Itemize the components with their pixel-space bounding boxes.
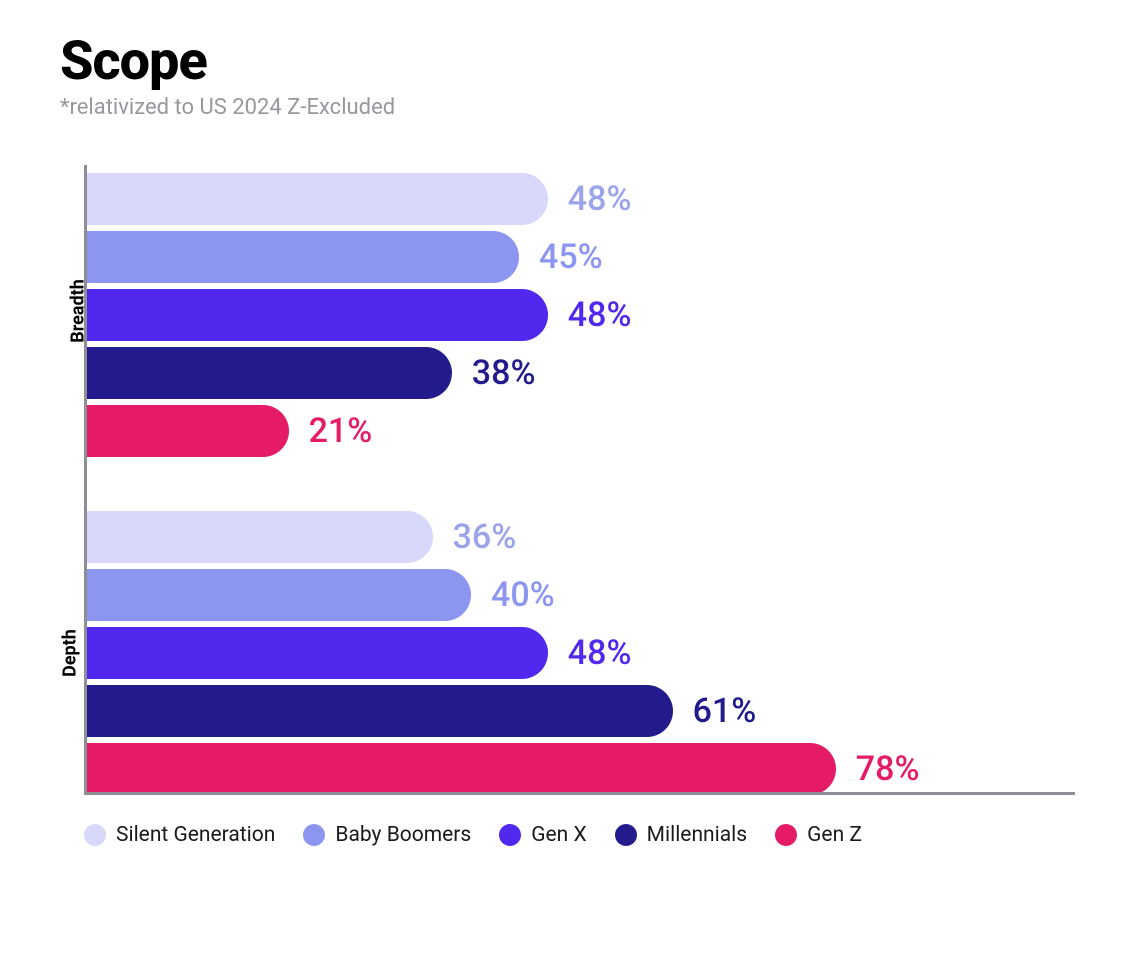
bar	[87, 173, 548, 225]
bar-row: 45%	[87, 231, 1075, 283]
bar-value-label: 48%	[568, 179, 632, 219]
bar-value-label: 48%	[568, 633, 632, 673]
bar-group: Depth36%40%48%61%78%	[84, 511, 1075, 795]
bar	[87, 289, 548, 341]
x-axis-line	[84, 792, 1075, 795]
group-label: Depth	[59, 629, 80, 677]
bar-row: 40%	[87, 569, 1075, 621]
bar-group: Breadth48%45%48%38%21%	[84, 165, 1075, 457]
bar	[87, 685, 673, 737]
bar-value-label: 38%	[472, 353, 536, 393]
legend-item: Baby Boomers	[303, 823, 471, 847]
bar-value-label: 48%	[568, 295, 632, 335]
bar	[87, 231, 519, 283]
legend-label: Gen X	[531, 823, 586, 847]
bar	[87, 405, 289, 457]
legend-swatch	[775, 824, 797, 846]
bar	[87, 743, 836, 795]
legend-swatch	[499, 824, 521, 846]
bar-value-label: 40%	[491, 575, 555, 615]
legend-item: Gen Z	[775, 823, 862, 847]
bar-value-label: 21%	[309, 411, 373, 451]
bar-row: 78%	[87, 743, 1075, 795]
legend-label: Silent Generation	[116, 823, 275, 847]
bar-value-label: 45%	[539, 237, 603, 277]
legend: Silent Generation Baby Boomers Gen X Millen…	[84, 823, 1075, 847]
bar-row: 38%	[87, 347, 1075, 399]
legend-label: Baby Boomers	[335, 823, 471, 847]
bar	[87, 627, 548, 679]
legend-label: Gen Z	[807, 823, 862, 847]
chart-subtitle: *relativized to US 2024 Z-Excluded	[60, 95, 1075, 120]
bar-value-label: 36%	[453, 517, 517, 557]
bar-value-label: 61%	[693, 691, 757, 731]
bar	[87, 511, 433, 563]
legend-label: Millennials	[647, 823, 747, 847]
bar	[87, 347, 452, 399]
bar-value-label: 78%	[856, 749, 920, 789]
legend-swatch	[303, 824, 325, 846]
bar-row: 48%	[87, 173, 1075, 225]
legend-item: Gen X	[499, 823, 586, 847]
bar-row: 61%	[87, 685, 1075, 737]
legend-item: Silent Generation	[84, 823, 275, 847]
legend-item: Millennials	[615, 823, 747, 847]
chart-container: Scope *relativized to US 2024 Z-Excluded…	[0, 0, 1135, 867]
bar	[87, 569, 471, 621]
bar-row: 48%	[87, 627, 1075, 679]
bar-row: 36%	[87, 511, 1075, 563]
group-label: Breadth	[67, 279, 88, 343]
bar-row: 48%	[87, 289, 1075, 341]
legend-swatch	[615, 824, 637, 846]
legend-swatch	[84, 824, 106, 846]
chart-area: Breadth48%45%48%38%21%Depth36%40%48%61%7…	[84, 165, 1075, 795]
group-gap	[84, 463, 1075, 511]
chart-title: Scope	[60, 30, 1075, 93]
bar-row: 21%	[87, 405, 1075, 457]
